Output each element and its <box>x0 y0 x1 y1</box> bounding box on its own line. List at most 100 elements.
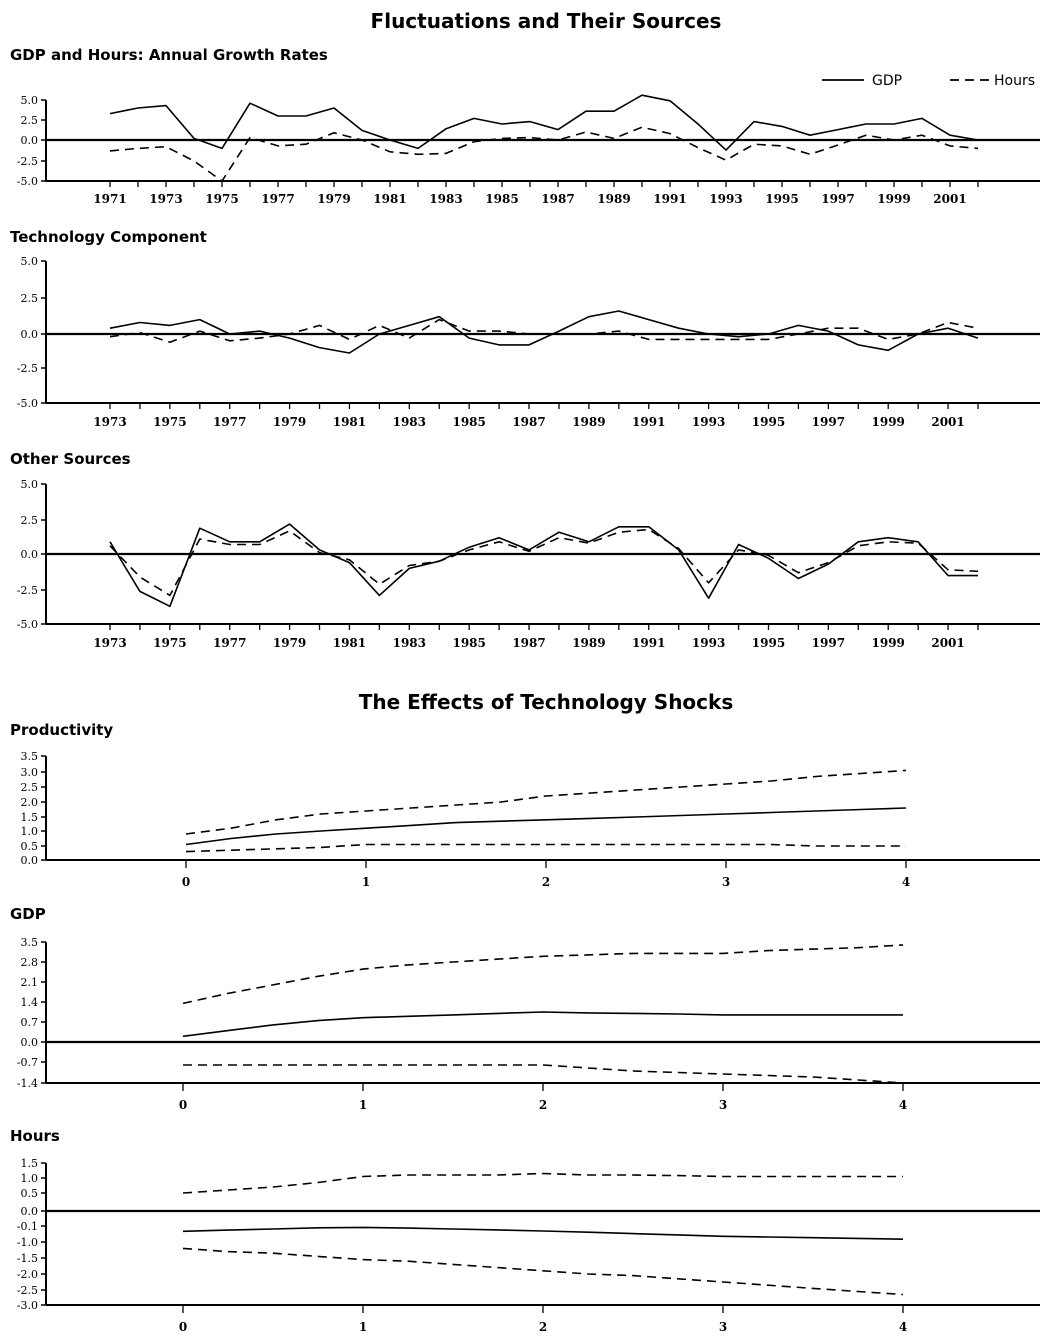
x-tick-label: 1985 <box>485 192 518 206</box>
x-tick-label: 1979 <box>317 192 350 206</box>
y-tick-label: 2.0 <box>21 796 39 809</box>
series-gdp-line <box>109 94 979 151</box>
series-estimate-line <box>182 1226 904 1240</box>
y-tick-label: -2.5 <box>17 1284 38 1297</box>
y-tick-label: -0.7 <box>17 1056 38 1069</box>
x-tick-label: 1989 <box>597 192 630 206</box>
y-tick-label: 5.0 <box>21 255 39 268</box>
x-tick-label: 4 <box>899 1320 907 1334</box>
x-tick-label: 1981 <box>373 192 406 206</box>
x-tick-label: 1997 <box>821 192 854 206</box>
y-tick-label: 3.5 <box>21 750 39 763</box>
y-tick-label: 1.5 <box>21 1157 39 1170</box>
y-tick-label: -2.5 <box>17 362 38 375</box>
x-tick-label: 1985 <box>452 636 485 650</box>
x-tick-label: 2 <box>539 1320 547 1334</box>
y-tick-label: -1.0 <box>17 1236 38 1249</box>
y-tick-label: 0.0 <box>21 134 39 147</box>
chart-title: Other Sources <box>10 450 131 468</box>
x-tick-label: 1987 <box>512 636 545 650</box>
x-tick-label: 1 <box>359 1098 367 1112</box>
series-band-line <box>182 1247 904 1296</box>
y-tick-label: 2.1 <box>21 976 39 989</box>
y-tick-label: 0.5 <box>21 840 39 853</box>
chart-title: Technology Component <box>10 228 207 246</box>
y-tick-label: 0.5 <box>21 1187 39 1200</box>
y-tick-label: 5.0 <box>21 94 39 107</box>
legend-label-gdp: GDP <box>872 73 902 89</box>
y-tick-label: -3.0 <box>17 1299 38 1312</box>
series-band-line <box>182 944 904 1005</box>
x-tick-label: 1983 <box>429 192 462 206</box>
chart-panel: Hours 1.5 1.0 0.5 0.0 -0.1 -1.0 -1.5 -2.0 -2.5 -3.… <box>10 1127 1040 1334</box>
x-tick-label: 1999 <box>877 192 910 206</box>
x-tick-label: 3 <box>722 875 730 889</box>
x-tick-label: 1975 <box>153 636 186 650</box>
x-tick-label: 1995 <box>752 636 785 650</box>
y-tick-label: -0.1 <box>17 1220 38 1233</box>
x-tick-label: 1973 <box>149 192 182 206</box>
x-tick-label: 1993 <box>692 636 725 650</box>
x-tick-label: 1977 <box>213 636 246 650</box>
y-tick-label: -2.5 <box>17 155 38 168</box>
x-tick-label: 1975 <box>205 192 238 206</box>
x-tick-label: 2001 <box>931 636 964 650</box>
x-tick-label: 3 <box>719 1098 727 1112</box>
x-tick-label: 1977 <box>261 192 294 206</box>
y-tick-label: -2.5 <box>17 584 38 597</box>
section-title-fluctuations: Fluctuations and Their Sources <box>371 9 722 33</box>
series-hours-line <box>109 318 979 344</box>
x-tick-label: 1993 <box>709 192 742 206</box>
y-tick-label: 5.0 <box>21 478 39 491</box>
x-tick-label: 1991 <box>653 192 686 206</box>
x-tick-label: 1991 <box>632 636 665 650</box>
y-tick-label: -5.0 <box>17 397 38 410</box>
x-tick-label: 1987 <box>541 192 574 206</box>
y-tick-label: 0.0 <box>21 1205 39 1218</box>
x-tick-label: 1 <box>362 875 370 889</box>
x-tick-label: 1991 <box>632 415 665 429</box>
x-tick-label: 2001 <box>931 415 964 429</box>
series-hours-line <box>109 528 979 597</box>
y-tick-label: 3.0 <box>21 766 39 779</box>
x-tick-label: 1 <box>359 1320 367 1334</box>
y-tick-label: 1.0 <box>21 1172 39 1185</box>
y-tick-label: -1.4 <box>17 1077 38 1090</box>
x-tick-label: 1973 <box>93 415 126 429</box>
y-tick-label: 2.5 <box>21 292 39 305</box>
chart-panels: GDP and Hours: Annual Growth Rates 5.0 2.5… <box>10 46 1040 1334</box>
legend: GDP Hours <box>822 73 1035 89</box>
chart-panel: Other Sources 5.0 2.5 0.0 -2.5 -5.0 1973 1975 19… <box>10 450 1040 650</box>
y-tick-label: 0.0 <box>21 328 39 341</box>
series-band-line <box>182 1172 903 1194</box>
x-tick-label: 2001 <box>933 192 966 206</box>
y-tick-label: 0.0 <box>21 854 39 867</box>
y-tick-label: -2.0 <box>17 1268 38 1281</box>
x-tick-label: 1995 <box>765 192 798 206</box>
x-tick-label: 1989 <box>572 636 605 650</box>
x-tick-label: 1971 <box>93 192 126 206</box>
x-tick-label: 1987 <box>512 415 545 429</box>
series-estimate-line <box>185 807 907 846</box>
x-tick-label: 0 <box>179 1098 187 1112</box>
y-tick-label: 0.7 <box>21 1016 39 1029</box>
y-tick-label: 0.0 <box>21 1036 39 1049</box>
x-tick-label: 1993 <box>692 415 725 429</box>
series-band-line <box>185 843 906 853</box>
y-tick-label: 2.5 <box>21 114 39 127</box>
chart-title: Hours <box>10 1127 60 1145</box>
y-tick-label: 1.0 <box>21 825 39 838</box>
x-tick-label: 1985 <box>452 415 485 429</box>
x-tick-label: 1997 <box>812 415 845 429</box>
series-band-line <box>185 769 907 835</box>
y-tick-label: 1.4 <box>21 996 39 1009</box>
x-tick-label: 2 <box>539 1098 547 1112</box>
series-hours-line <box>109 126 979 182</box>
x-tick-label: 1979 <box>273 636 306 650</box>
legend-label-hours: Hours <box>994 73 1035 89</box>
x-tick-label: 1983 <box>393 415 426 429</box>
x-tick-label: 0 <box>182 875 190 889</box>
y-tick-label: 1.5 <box>21 811 39 824</box>
y-tick-label: -5.0 <box>17 175 38 188</box>
